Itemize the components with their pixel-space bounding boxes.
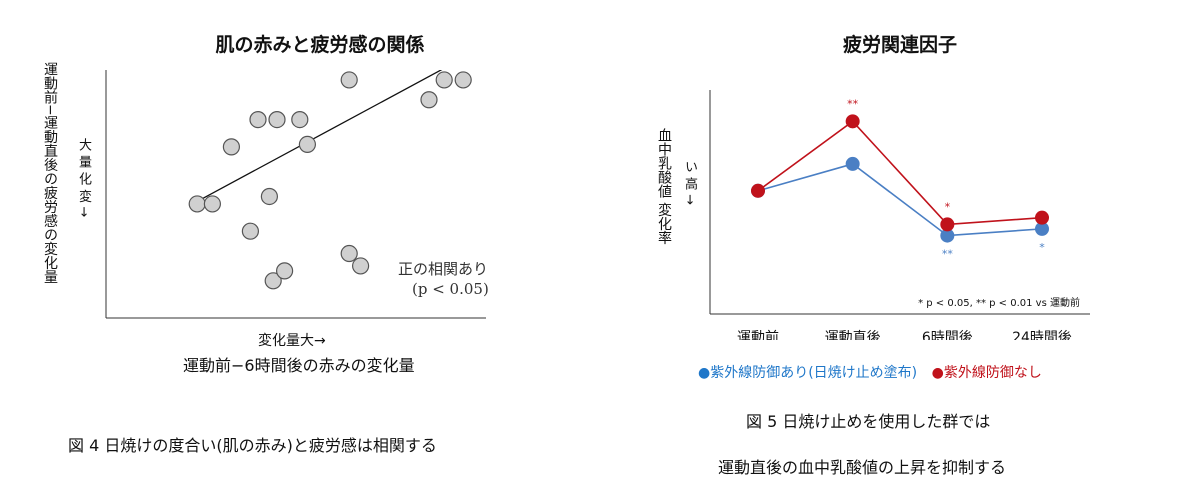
scatter-title: 肌の赤みと疲労感の関係 [215,34,425,56]
line-plot: 運動前 運動直後 6時間後 24時間後******* p < 0.05, ** p <… [709,90,1090,340]
series-line-1 [757,120,1043,226]
scatter-point-4 [249,110,267,129]
series-1-point-2 [940,217,955,232]
scatter-xlabel: 運動前−6時間後の赤みの変化量 [183,356,415,375]
x-tick-label-0: 運動前 [737,329,779,340]
x-tick-label-1: 運動直後 [825,329,881,340]
series-0-point-3 [1035,221,1049,236]
legend-dot-blue-icon: ● [698,365,711,381]
scatter-point-0 [188,195,206,213]
series-0-point-1 [845,156,860,171]
fig4-caption: 図 4 日焼けの度合い(肌の赤み)と疲労感は相関する [68,436,437,455]
scatter-point-1 [203,195,222,213]
scatter-point-9 [264,272,282,290]
sig-marker-1-2: * [945,200,951,213]
fig5-caption-1: 図 5 日焼け止めを使用した群では [746,412,991,431]
line-footnote: * p < 0.05, ** p < 0.01 vs 運動前 [918,296,1080,309]
series-line-0 [757,163,1043,237]
scatter-point-5 [268,110,286,129]
scatter-point-6 [291,110,309,129]
scatter-point-10 [276,262,294,280]
scatter-ylabel-sub: 大 量 化 変 → [76,138,91,218]
scatter-point-14 [420,91,438,109]
legend: ●紫外線防御あり(日焼け止め塗布) ●紫外線防御なし [698,362,1042,382]
line-ylabel-sub: い 高 → [682,160,697,206]
series-0-point-2 [940,228,955,243]
series-1-point-0 [751,183,765,198]
scatter-point-16 [454,71,472,89]
scatter-point-13 [352,257,370,275]
x-tick-label-3: 24時間後 [1012,330,1072,340]
scatter-annotation: 正の相関あり [398,260,489,278]
scatter-xlabel-top: 変化量大→ [258,333,326,349]
scatter-point-3 [222,138,240,156]
scatter-ylabel: 運動前−運動直後の疲労感の変化量 [42,62,58,284]
scatter-point-7 [298,135,316,154]
sig-marker-1-1: ** [847,97,859,110]
x-tick-label-2: 6時間後 [922,330,973,340]
scatter-point-2 [241,222,259,240]
fig5-caption-2: 運動直後の血中乳酸値の上昇を抑制する [718,458,1007,477]
scatter-point-12 [340,244,358,263]
line-title: 疲労関連因子 [842,34,957,56]
trendline [196,70,443,203]
scatter-point-11 [340,71,358,89]
scatter-point-8 [260,187,278,206]
series-1-point-1 [845,114,860,129]
legend-item-1: 紫外線防御あり(日焼け止め塗布) [710,365,918,381]
scatter-annotation-p: (p < 0.05) [412,280,489,298]
scatter-plot [105,70,486,319]
line-ylabel: 血中乳酸値 変化率 [656,128,672,245]
sig-marker-0-2: ** [942,248,954,261]
legend-dot-red-icon: ● [931,365,944,381]
sig-marker-0-3: * [1039,241,1045,254]
legend-item-2: 紫外線防御なし [943,365,1042,381]
scatter-point-15 [435,71,453,89]
series-1-point-3 [1035,210,1049,225]
